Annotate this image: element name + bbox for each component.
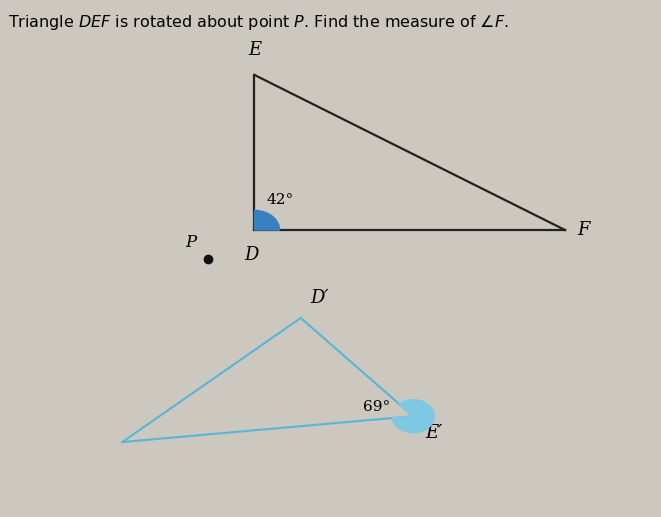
- Text: E: E: [248, 41, 261, 59]
- Wedge shape: [392, 400, 434, 433]
- Wedge shape: [254, 210, 280, 230]
- Text: Triangle $\mathit{DEF}$ is rotated about point $\mathit{P}$. Find the measure of: Triangle $\mathit{DEF}$ is rotated about…: [8, 13, 508, 32]
- Text: E′: E′: [425, 424, 442, 442]
- Text: D′: D′: [311, 288, 329, 307]
- Text: D: D: [244, 246, 258, 264]
- Text: F: F: [577, 221, 590, 239]
- Text: P: P: [185, 234, 196, 251]
- Text: 69°: 69°: [363, 400, 390, 414]
- Text: 42°: 42°: [266, 193, 293, 207]
